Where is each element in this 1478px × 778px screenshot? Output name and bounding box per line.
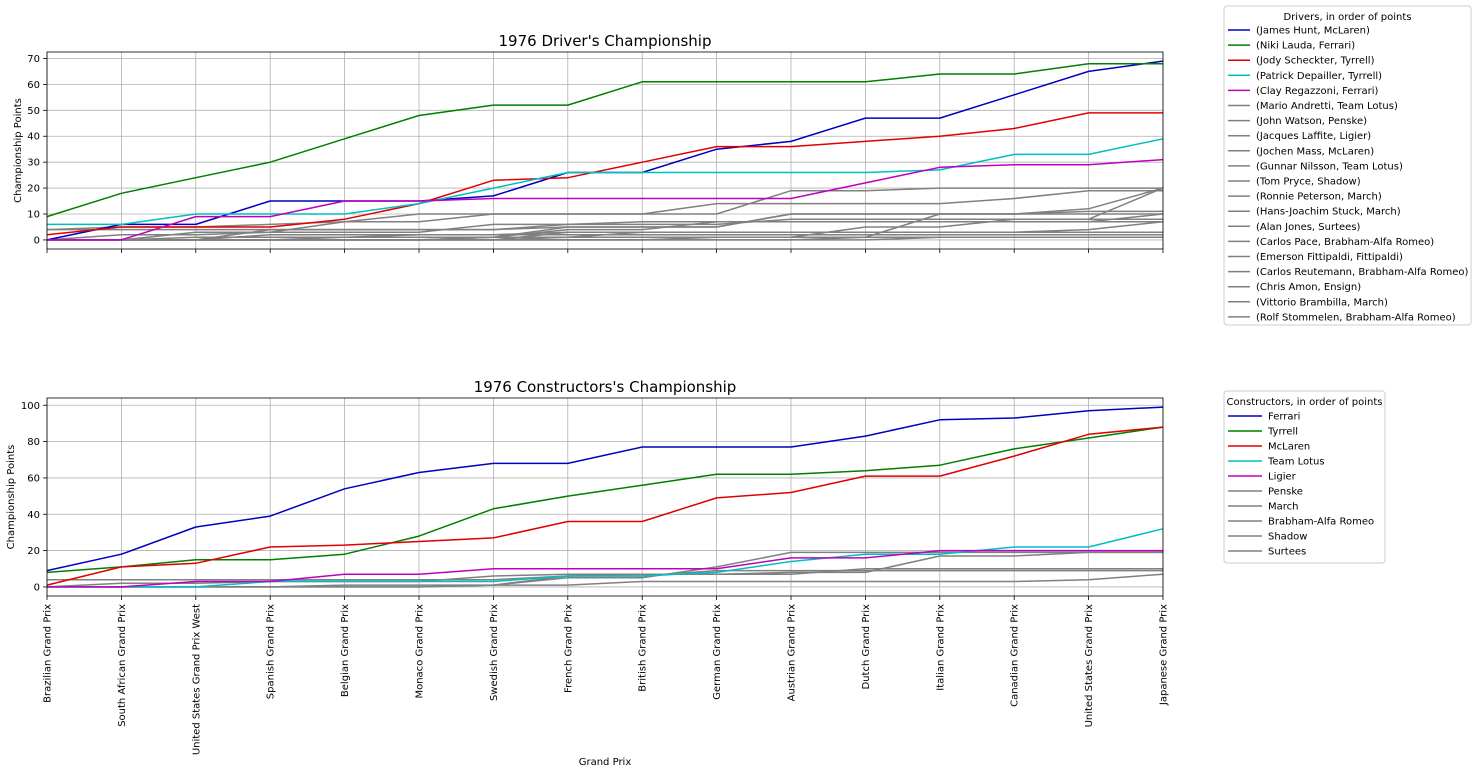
legend-entry: (Carlos Reutemann, Brabham-Alfa Romeo) — [1256, 267, 1468, 278]
legend-entry: (Niki Lauda, Ferrari) — [1256, 41, 1355, 52]
y-tick-label: 80 — [27, 437, 40, 448]
legend-entry: (Jochen Mass, McLaren) — [1256, 146, 1374, 157]
legend-entry: (James Hunt, McLaren) — [1256, 26, 1370, 37]
legend-entry: Surtees — [1268, 547, 1306, 558]
legend-entry: (Rolf Stommelen, Brabham-Alfa Romeo) — [1256, 312, 1456, 323]
chart-2: 1976 Constructors's Championship 0 20 40 60 8… — [6, 378, 1386, 768]
series-line-jochen-mass-mclaren — [46, 189, 1163, 231]
series-line-niki-lauda-ferrari — [46, 62, 1163, 218]
x-tick-label: Spanish Grand Prix — [266, 604, 277, 699]
x-tick-label: French Grand Prix — [563, 604, 574, 693]
x-tick-label: German Grand Prix — [712, 604, 723, 700]
y-axis-label: Championship Points — [13, 98, 24, 203]
y-tick-label: 10 — [27, 210, 40, 221]
x-tick-label: Canadian Grand Prix — [1010, 604, 1021, 707]
legend-entry: (Jacques Laffite, Ligier) — [1256, 131, 1371, 142]
legend-entry: (Ronnie Peterson, March) — [1256, 192, 1382, 203]
x-axis-label: Grand Prix — [579, 757, 632, 768]
series-line-rolf-stommelen-brabham-alfa-romeo — [47, 236, 1163, 241]
series-line-clay-regazzoni-ferrari — [47, 158, 1164, 241]
legend-entry: Ligier — [1268, 472, 1297, 483]
x-tick-label: Brazilian Grand Prix — [43, 604, 54, 703]
legend-title: Drivers, in order of points — [1283, 12, 1411, 23]
y-tick-label: 0 — [34, 582, 40, 593]
legend-entry: (Tom Pryce, Shadow) — [1256, 177, 1361, 188]
legend-box — [1223, 5, 1472, 326]
y-tick-label: 30 — [27, 158, 40, 169]
y-tick-label: 0 — [34, 235, 40, 246]
series-line-hans-joachim-stuck-march — [46, 218, 1163, 241]
series-line-brabham-alfa-romeo — [47, 569, 1163, 588]
series-line-james-hunt-mclaren — [46, 60, 1164, 241]
legend-entry: McLaren — [1268, 442, 1310, 453]
legend: Drivers, in order of points (James Hunt, … — [1223, 5, 1472, 326]
legend-entry: Penske — [1268, 487, 1303, 498]
x-tick-label: Austrian Grand Prix — [787, 604, 798, 701]
y-tick-label: 50 — [27, 106, 40, 117]
chart-title: 1976 Driver's Championship — [499, 32, 712, 50]
y-tick-label: 70 — [27, 54, 40, 65]
x-tick-label: Monaco Grand Prix — [415, 604, 426, 699]
x-tick-label: British Grand Prix — [638, 604, 649, 692]
chart-1: 1976 Driver's Championship 0 10 20 30 40 50 60 7… — [13, 5, 1472, 326]
legend: Constructors, in order of points Ferrari T… — [1223, 390, 1386, 564]
legend-entry: (Vittorio Brambilla, March) — [1256, 297, 1388, 308]
plot-frame — [46, 397, 1164, 597]
x-tick-label: Italian Grand Prix — [935, 604, 946, 691]
y-tick-label: 60 — [27, 473, 40, 484]
legend-entry: Brabham-Alfa Romeo — [1268, 517, 1374, 528]
legend-entry: March — [1268, 502, 1298, 513]
series-line-surtees — [47, 573, 1164, 588]
x-tick-label: Japanese Grand Prix — [1159, 604, 1170, 706]
legend-entry: (Emerson Fittipaldi, Fittipaldi) — [1256, 252, 1403, 263]
legend-entry: Shadow — [1268, 532, 1307, 543]
x-tick-label: Swedish Grand Prix — [489, 604, 500, 701]
series-line-shadow — [47, 568, 1163, 581]
y-tick-label: 40 — [27, 132, 40, 143]
legend-entry: Tyrrell — [1267, 427, 1298, 438]
x-tick-label: United States Grand Prix West — [191, 604, 202, 755]
series-line-march — [46, 551, 1163, 588]
y-tick-label: 20 — [27, 184, 40, 195]
series-line-jody-scheckter-tyrrell — [46, 112, 1163, 236]
legend-entry: (Chris Amon, Ensign) — [1256, 282, 1361, 293]
y-tick-label: 100 — [21, 401, 40, 412]
legend-entry: (John Watson, Penske) — [1256, 116, 1367, 127]
x-tick-label: United States Grand Prix — [1084, 604, 1095, 727]
legend-entry: (Mario Andretti, Team Lotus) — [1256, 101, 1398, 112]
y-axis-label: Championship Points — [6, 445, 17, 550]
x-tick-label: Belgian Grand Prix — [340, 604, 351, 697]
legend-entry: (Carlos Pace, Brabham-Alfa Romeo) — [1256, 237, 1434, 248]
series-line-tyrrell — [46, 426, 1164, 574]
y-tick-label: 40 — [27, 510, 40, 521]
legend-entry: (Hans-Joachim Stuck, March) — [1256, 207, 1401, 218]
legend-entry: (Jody Scheckter, Tyrrell) — [1256, 56, 1375, 67]
legend-entry: (Clay Regazzoni, Ferrari) — [1256, 86, 1379, 97]
series-line-mclaren — [46, 426, 1164, 586]
x-tick-label: South African Grand Prix — [117, 604, 128, 727]
series-line-ferrari — [46, 406, 1164, 572]
chart-title: 1976 Constructors's Championship — [474, 378, 737, 396]
series-line-chris-amon-ensign — [47, 233, 1163, 241]
legend-entry: (Alan Jones, Surtees) — [1256, 222, 1361, 233]
legend-entry: (Gunnar Nilsson, Team Lotus) — [1256, 161, 1403, 172]
legend-title: Constructors, in order of points — [1227, 397, 1383, 408]
y-tick-label: 60 — [27, 80, 40, 91]
legend-box — [1223, 390, 1386, 564]
series-line-patrick-depailler-tyrrell — [47, 138, 1164, 226]
legend-entry: (Patrick Depailler, Tyrrell) — [1256, 71, 1382, 82]
plot-frame — [46, 51, 1164, 250]
series-line-ligier — [47, 549, 1163, 588]
legend-entry: Team Lotus — [1267, 457, 1325, 468]
y-tick-label: 20 — [27, 546, 40, 557]
x-tick-label: Dutch Grand Prix — [861, 604, 872, 690]
legend-entry: Ferrari — [1268, 412, 1300, 423]
